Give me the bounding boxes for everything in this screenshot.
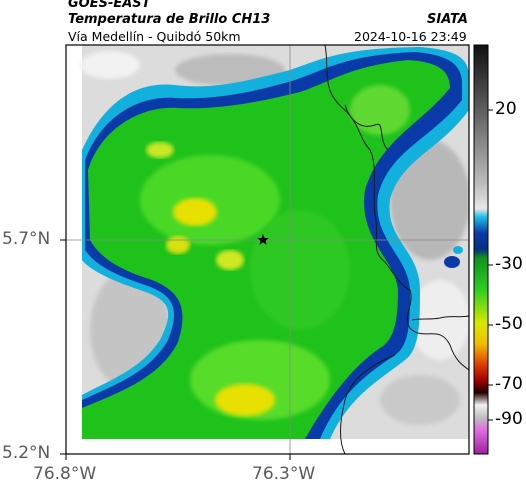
- star-icon: [257, 234, 269, 245]
- border-line-4: [340, 354, 396, 455]
- product-title: Temperatura de Brillo CH13: [68, 12, 271, 27]
- lon-tick-label: 76.8°W: [33, 464, 97, 484]
- lat-tick-label: 5.2°N: [2, 443, 51, 463]
- lon-tick-label: 76.3°W: [252, 464, 316, 484]
- route-label: Vía Medellín - Quibdó 50km: [68, 29, 241, 44]
- border-line-3: [411, 315, 470, 321]
- cold-top-west: [173, 198, 217, 226]
- colorbar: [473, 44, 489, 455]
- org-label: SIATA: [427, 12, 468, 27]
- satellite-name: GOES-EAST: [68, 0, 151, 11]
- colorbar-tick-label: -70: [495, 374, 523, 394]
- map-frame: [65, 44, 470, 455]
- colorbar-tick-label: -50: [495, 314, 523, 334]
- colorbar-tick-label: -30: [495, 254, 523, 274]
- datetime-label: 2024-10-16 23:49: [354, 29, 467, 44]
- lat-tick-label: 5.7°N: [2, 229, 51, 249]
- colorbar-tick-label: -90: [495, 409, 523, 429]
- border-line-2: [344, 104, 389, 151]
- colorbar-tick-label: 20: [495, 99, 517, 119]
- cold-top-south: [215, 384, 275, 416]
